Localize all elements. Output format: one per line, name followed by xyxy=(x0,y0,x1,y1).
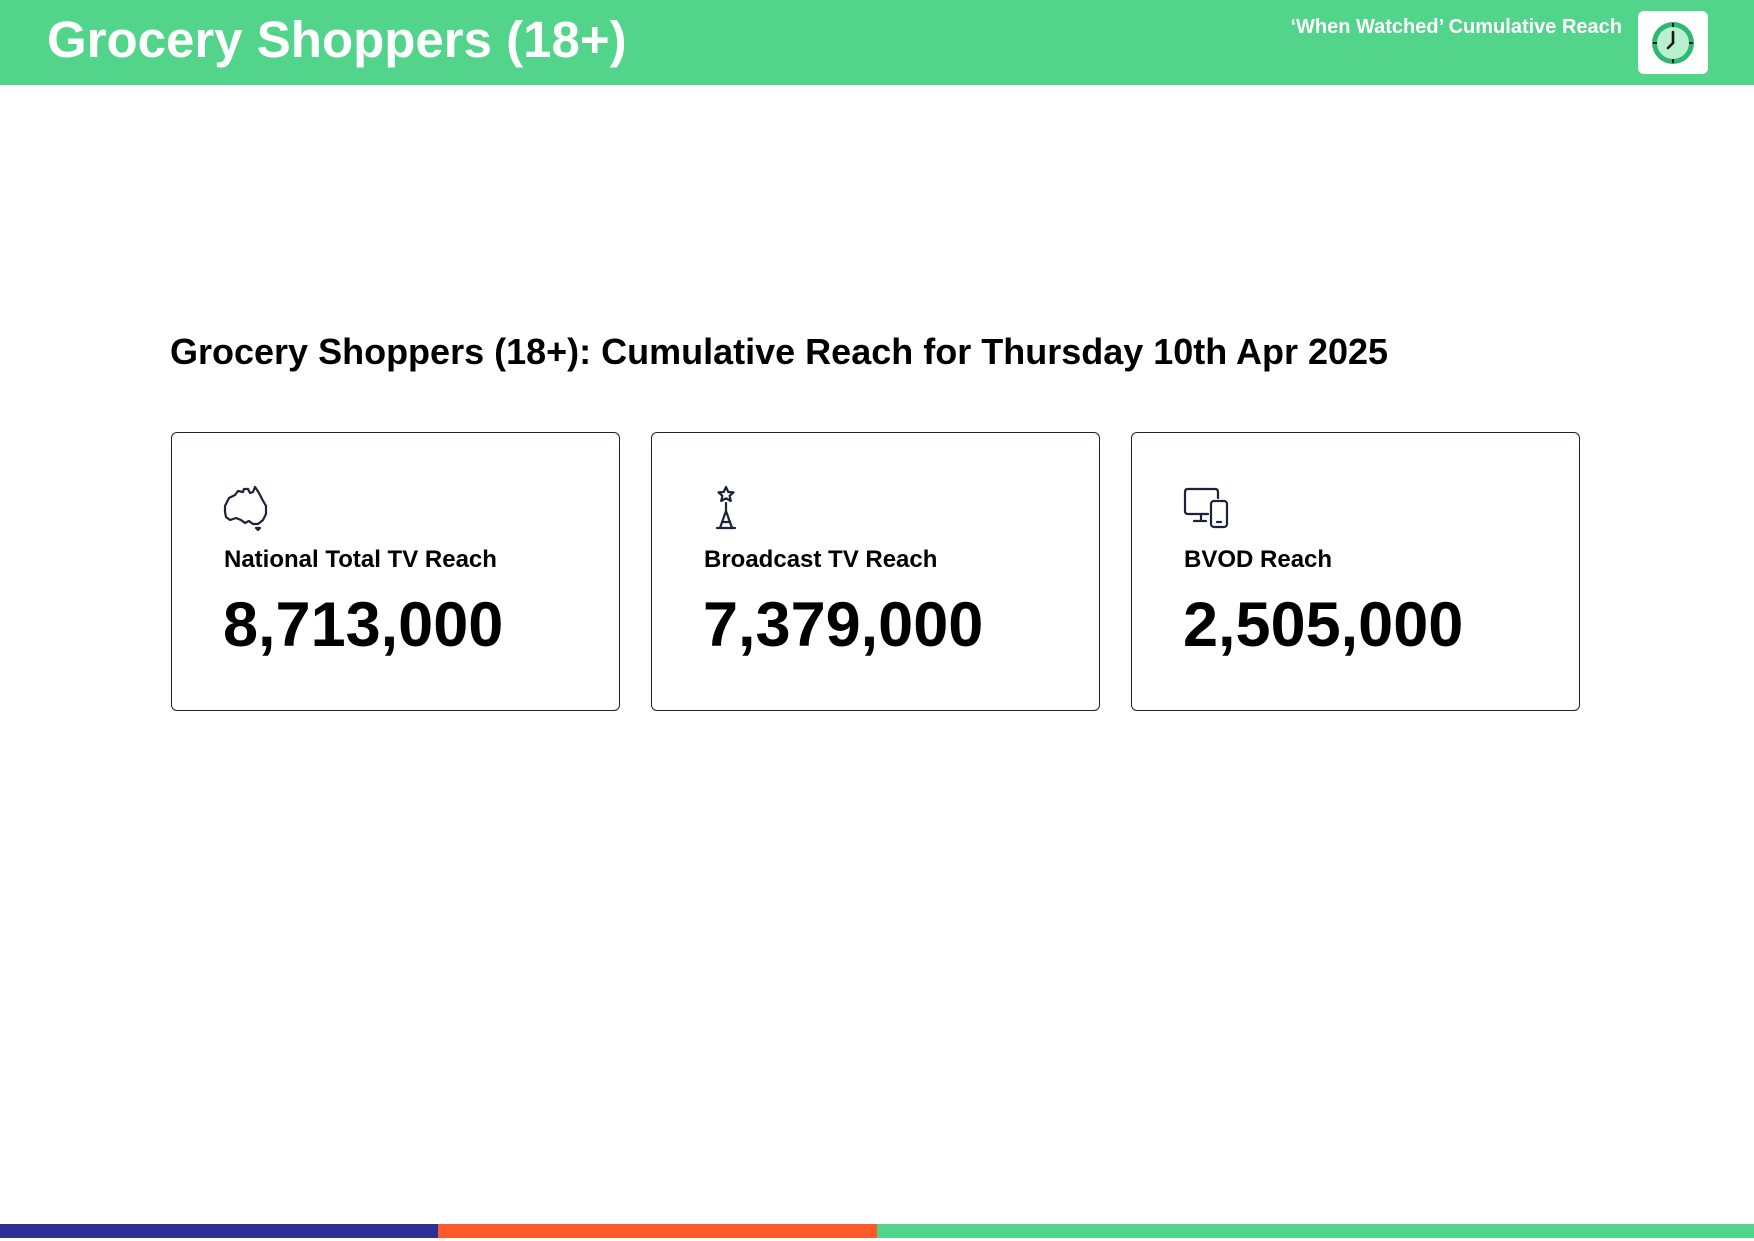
clock-icon xyxy=(1652,21,1694,64)
card-value: 8,713,000 xyxy=(223,590,504,660)
card-value: 7,379,000 xyxy=(703,590,984,660)
footer-segment-blue xyxy=(0,1224,438,1238)
australia-map-icon xyxy=(223,485,268,532)
report-title: Grocery Shoppers (18+): Cumulative Reach… xyxy=(170,331,1389,372)
card-label: Broadcast TV Reach xyxy=(704,546,938,573)
devices-icon xyxy=(1183,487,1229,529)
card-national-total-tv: National Total TV Reach 8,713,000 xyxy=(171,432,620,711)
card-bvod: BVOD Reach 2,505,000 xyxy=(1131,432,1580,711)
header-subtitle: ‘When Watched’ Cumulative Reach xyxy=(1290,16,1622,38)
header-bar: Grocery Shoppers (18+) ‘When Watched’ Cu… xyxy=(0,0,1754,85)
footer-color-bar xyxy=(0,1224,1754,1238)
header-title: Grocery Shoppers (18+) xyxy=(47,11,627,68)
clock-logo xyxy=(1638,11,1708,74)
card-label: BVOD Reach xyxy=(1184,546,1333,573)
footer-segment-orange xyxy=(438,1224,877,1238)
card-broadcast-tv: Broadcast TV Reach 7,379,000 xyxy=(651,432,1100,711)
card-label: National Total TV Reach xyxy=(224,546,497,573)
footer-segment-green xyxy=(877,1224,1754,1238)
broadcast-tower-icon xyxy=(715,485,737,530)
card-value: 2,505,000 xyxy=(1183,590,1464,660)
